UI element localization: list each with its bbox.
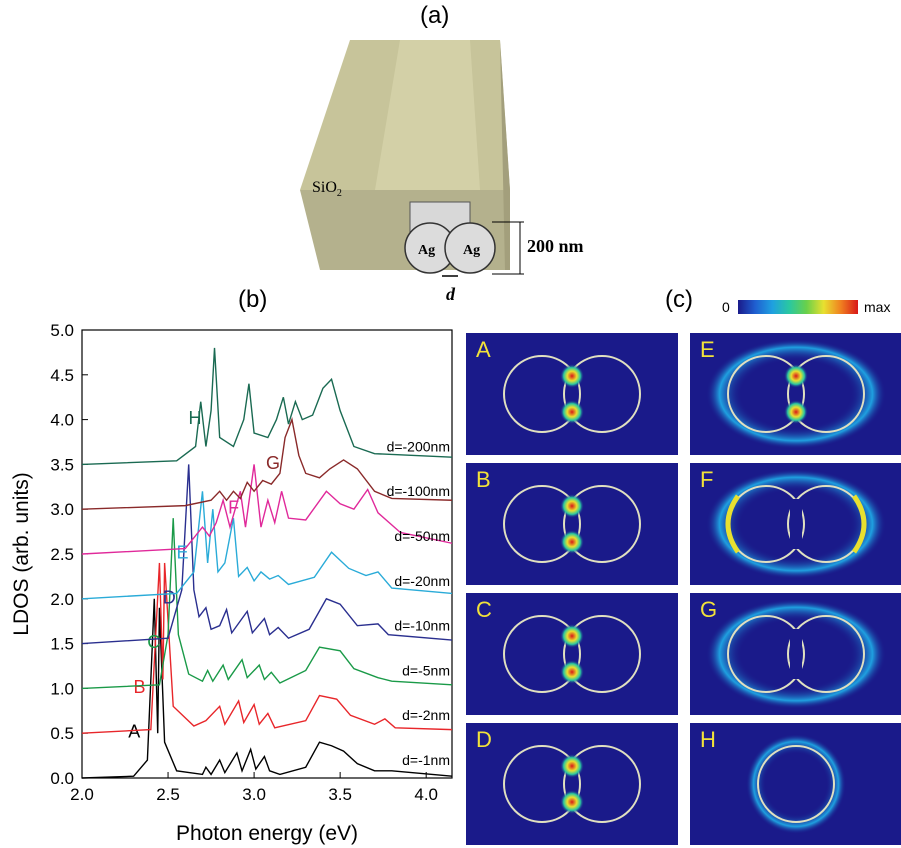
x-tick-label: 4.0 [414,785,438,804]
waveguide-light-stripe [375,40,480,190]
field-map-tile: D [466,723,678,845]
x-tick-label: 2.0 [70,785,94,804]
panel-b-label: (b) [238,286,268,313]
series-label: d=-100nm [387,483,450,499]
series-marker: B [133,677,145,697]
colorbar-min-label: 0 [722,299,730,315]
field-map-tile: H [690,723,901,845]
series-line [81,491,453,600]
field-map-graphic [706,599,886,709]
diameter-label: 200 nm [527,236,584,256]
series-label: d=-50nm [394,528,450,544]
y-tick-label: 1.5 [50,635,74,654]
series-marker: F [228,498,239,518]
field-maps: 0 max A B C D E F G H [460,299,901,848]
field-map-graphic [706,469,886,579]
series-line [81,464,453,555]
panel-c-label: (c) [665,286,693,313]
field-map-letter: D [476,727,492,752]
series-marker: H [189,408,202,428]
field-map-graphic [503,485,641,563]
field-map-letter: G [700,597,718,622]
series-label: d=-20nm [394,573,450,589]
x-tick-label: 2.5 [156,785,180,804]
y-tick-label: 3.0 [50,500,74,519]
waveguide-right-face [500,40,510,270]
waveguide-schematic: SiO2 Ag Ag 200 nm d [300,40,584,304]
field-map-letter: E [700,337,715,362]
ag-particle-right [444,222,496,274]
field-map-tile: C [466,593,678,715]
y-tick-label: 4.5 [50,366,74,385]
series-line [81,518,453,690]
panel-a-label: (a) [420,2,450,29]
series-marker: A [128,722,140,742]
y-tick-label: 5.0 [50,321,74,340]
field-map-tile: B [466,463,678,585]
series-marker: C [147,632,160,652]
series-line [81,598,453,779]
y-axis-label: LDOS (arb. units) [10,472,33,635]
gap-label: d [446,284,456,304]
series-marker: E [176,542,188,562]
series-marker: G [266,453,280,473]
field-map-letter: A [476,337,491,362]
y-tick-label: 1.0 [50,679,74,698]
field-map-tile: E [690,333,901,455]
y-tick-label: 0.5 [50,724,74,743]
field-map-graphic [503,615,641,693]
field-map-graphic [706,339,886,449]
series-label: d=-2nm [402,707,450,723]
y-tick-label: 3.5 [50,455,74,474]
field-map-graphic [503,355,641,433]
field-map-letter: B [476,467,491,492]
field-map-tile: G [690,593,901,715]
particle-label-left: Ag [418,243,435,258]
series-marker: D [163,587,176,607]
plot-frame [81,329,453,779]
field-map-letter: F [700,467,714,492]
particle-label-right: Ag [463,243,480,258]
field-map-tile: A [466,333,678,455]
y-tick-label: 4.0 [50,411,74,430]
field-map-tile: F [690,463,901,585]
colorbar [738,300,858,314]
series-label: d=-5nm [402,662,450,678]
field-map-letter: C [476,597,492,622]
y-tick-label: 2.5 [50,545,74,564]
field-map-graphic [503,745,641,823]
field-map-letter: H [700,727,716,752]
series-label: d=-10nm [394,618,450,634]
y-tick-label: 0.0 [50,769,74,788]
ldos-chart: 2.0 2.5 3.0 3.5 4.0 0.0 0.5 1.0 1.5 2.0 2.5 3.0 3.5 4… [10,321,453,845]
y-tick-label: 2.0 [50,590,74,609]
material-label: SiO2 [312,179,342,199]
series-line [81,417,453,510]
field-map-graphic [746,734,846,834]
x-tick-label: 3.0 [242,785,266,804]
colorbar-max-label: max [864,299,891,315]
series-line [81,562,453,734]
x-tick-label: 3.5 [328,785,352,804]
series-line [81,347,453,466]
x-axis-label: Photon energy (eV) [176,822,358,845]
series-line [81,464,453,645]
series-label: d=-200nm [387,438,450,454]
series-label: d=-1nm [402,752,450,768]
